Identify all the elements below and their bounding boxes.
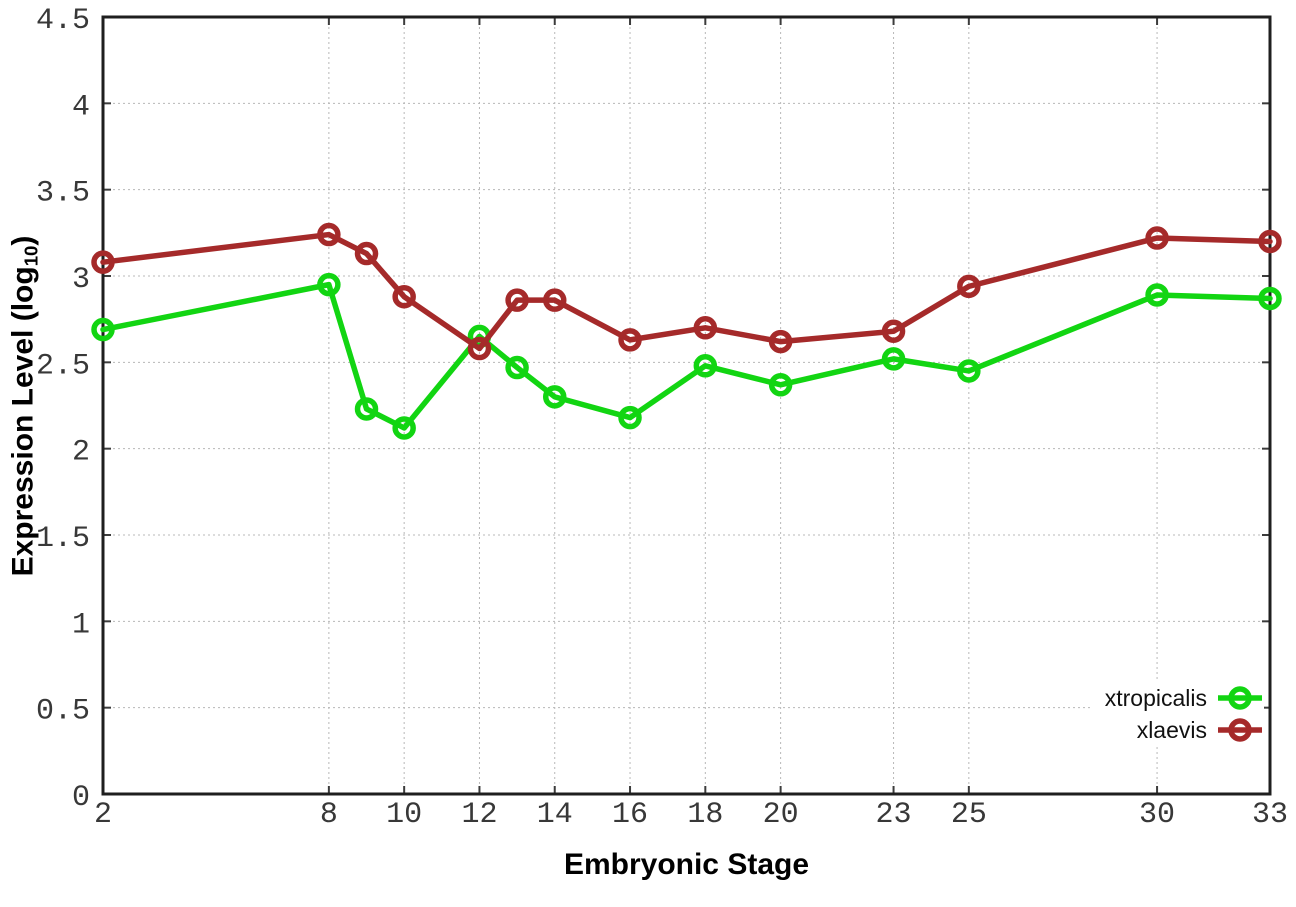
y-axis-title-text: Expression Level (log10) — [6, 235, 42, 576]
data-point-marker-xtropicalis — [693, 354, 718, 378]
data-point-marker-xtropicalis — [618, 405, 642, 430]
data-point-marker-xtropicalis — [542, 385, 567, 409]
x-tick-label: 25 — [951, 798, 987, 832]
data-point-marker-xlaevis — [957, 274, 981, 299]
legend-label-xlaevis: xlaevis — [1136, 716, 1207, 743]
x-tick-label: 20 — [763, 798, 799, 832]
y-tick-label: 4.5 — [36, 4, 90, 38]
data-point-marker-xlaevis — [618, 328, 642, 352]
series-line-xlaevis — [100, 231, 1273, 352]
y-tick-label: 3.5 — [36, 177, 90, 211]
x-tick-label: 2 — [94, 798, 112, 832]
x-tick-label: 14 — [537, 798, 573, 832]
legend-entry-xtropicalis: xtropicalis — [1105, 683, 1264, 713]
data-point-marker-xtropicalis — [317, 272, 341, 297]
data-point-marker-xlaevis — [693, 316, 718, 340]
data-point-marker-xtropicalis — [91, 317, 115, 342]
y-axis-title: Expression Level (log10) — [0, 17, 46, 794]
data-point-marker-xtropicalis — [768, 373, 793, 397]
x-axis-title: Embryonic Stage — [563, 848, 810, 881]
data-point-marker-xlaevis — [1258, 229, 1282, 254]
legend-entry-xlaevis: xlaevis — [1137, 715, 1264, 745]
y-tick-label: 2 — [72, 436, 90, 470]
y-tick-label: 0 — [72, 781, 90, 815]
y-axis-title-prefix: Expression Level (log — [6, 265, 39, 576]
y-tick-label: 0.5 — [36, 695, 90, 729]
y-axis-title-suffix: ) — [6, 235, 39, 246]
x-tick-label: 12 — [461, 798, 497, 832]
data-point-marker-xlaevis — [881, 319, 906, 344]
data-point-marker-xlaevis — [1145, 226, 1169, 250]
data-point-marker-xlaevis — [317, 222, 341, 247]
data-point-marker-xtropicalis — [881, 347, 906, 371]
data-point-marker-xlaevis — [467, 336, 492, 361]
plot-border — [101, 15, 1272, 796]
y-tick-label: 1.5 — [36, 522, 90, 556]
legend: xtropicalis xlaevis — [1090, 681, 1264, 747]
x-tick-label: 23 — [876, 798, 912, 832]
y-tick-label: 3 — [72, 263, 90, 297]
data-point-marker-xtropicalis — [392, 416, 416, 440]
x-tick-label: 10 — [386, 798, 422, 832]
x-tick-label: 8 — [320, 798, 338, 832]
data-point-marker-xtropicalis — [354, 397, 379, 421]
series-line-xtropicalis — [100, 281, 1273, 431]
y-tick-label: 2.5 — [36, 349, 90, 383]
x-tick-label: 30 — [1139, 798, 1175, 832]
data-point-marker-xtropicalis — [1258, 286, 1282, 311]
data-point-marker-xlaevis — [91, 250, 115, 274]
data-point-marker-xlaevis — [392, 284, 416, 309]
data-point-marker-xtropicalis — [957, 359, 981, 383]
x-tick-label: 18 — [687, 798, 723, 832]
x-tick-label: 16 — [612, 798, 648, 832]
data-point-marker-xlaevis — [505, 288, 529, 312]
data-point-marker-xtropicalis — [1145, 283, 1169, 307]
line-circle-marker-icon — [1218, 686, 1262, 710]
data-point-marker-xlaevis — [542, 288, 567, 312]
line-circle-marker-icon — [1218, 718, 1262, 742]
y-tick-label: 1 — [72, 608, 90, 642]
x-tick-label: 33 — [1252, 798, 1288, 832]
y-tick-label: 4 — [72, 90, 90, 124]
data-point-marker-xtropicalis — [505, 355, 529, 380]
data-point-marker-xlaevis — [768, 329, 793, 354]
legend-label-xtropicalis: xtropicalis — [1104, 684, 1207, 711]
data-point-marker-xlaevis — [354, 241, 379, 266]
y-axis-title-subscript: 10 — [20, 245, 42, 266]
